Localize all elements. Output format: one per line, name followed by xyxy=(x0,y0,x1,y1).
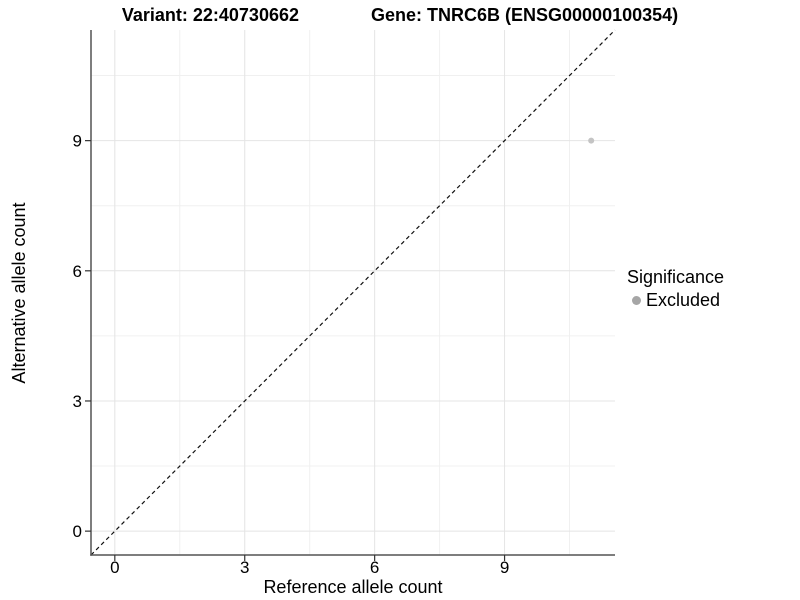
plot-title: Variant: 22:40730662 Gene: TNRC6B (ENSG0… xyxy=(0,5,800,25)
x-tick-label: 3 xyxy=(240,558,249,577)
gene-title: Gene: TNRC6B (ENSG00000100354) xyxy=(371,5,679,25)
y-tick-label: 9 xyxy=(73,132,82,151)
legend-title: Significance xyxy=(627,267,725,287)
x-tick-label: 6 xyxy=(370,558,379,577)
legend-item: Excluded xyxy=(627,290,724,311)
legend: Significance Excluded xyxy=(627,267,724,311)
legend-item-label: Excluded xyxy=(646,290,721,310)
y-tick-label: 6 xyxy=(73,262,82,281)
x-tick-label: 0 xyxy=(110,558,119,577)
x-tick-label: 9 xyxy=(500,558,509,577)
variant-title: Variant: 22:40730662 xyxy=(121,5,299,25)
legend-key-dot-icon xyxy=(632,296,641,305)
y-tick-label: 0 xyxy=(73,522,82,541)
y-tick-label: 3 xyxy=(73,392,82,411)
data-point xyxy=(588,137,595,144)
identity-line xyxy=(90,29,616,556)
x-axis-title: Reference allele count xyxy=(263,577,443,597)
y-axis-title: Alternative allele count xyxy=(9,202,29,384)
